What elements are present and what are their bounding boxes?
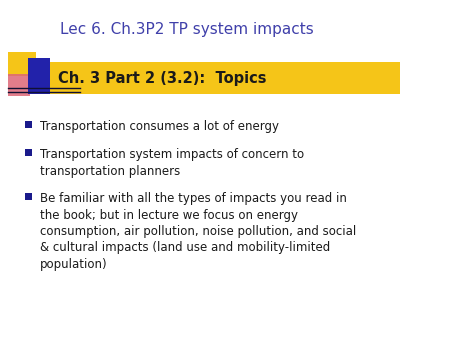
- Bar: [28, 58, 50, 94]
- Text: Ch. 3 Part 2 (3.2):  Topics: Ch. 3 Part 2 (3.2): Topics: [58, 71, 266, 86]
- Text: Transportation system impacts of concern to
transportation planners: Transportation system impacts of concern…: [40, 148, 304, 177]
- Bar: [25, 149, 32, 156]
- Text: Lec 6. Ch.3P2 TP system impacts: Lec 6. Ch.3P2 TP system impacts: [60, 22, 314, 37]
- Bar: [8, 52, 36, 76]
- Text: Be familiar with all the types of impacts you read in
the book; but in lecture w: Be familiar with all the types of impact…: [40, 192, 356, 271]
- Bar: [8, 74, 30, 96]
- Bar: [25, 121, 32, 128]
- Bar: [25, 193, 32, 200]
- Bar: [50, 62, 400, 94]
- Text: Transportation consumes a lot of energy: Transportation consumes a lot of energy: [40, 120, 279, 133]
